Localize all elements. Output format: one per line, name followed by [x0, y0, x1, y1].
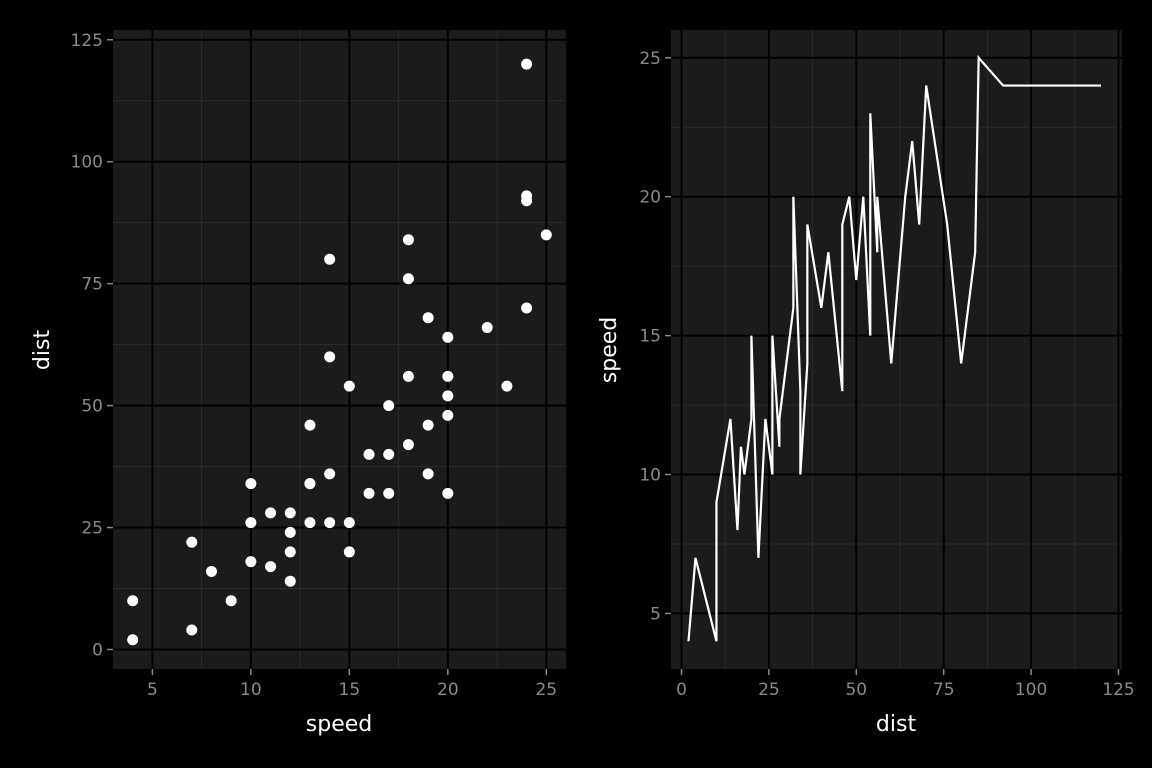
scatter-point [245, 517, 257, 529]
line-y-axis-title: speed [597, 317, 622, 383]
line-y-tick-label: 20 [639, 188, 661, 208]
scatter-point [363, 448, 375, 460]
line-axes: 0 25 50 75 100 125 5 10 15 20 25 [639, 49, 1134, 700]
scatter-point [304, 517, 316, 529]
line-x-tick-label: 50 [845, 680, 867, 700]
scatter-point [402, 234, 414, 246]
scatter-point [324, 517, 336, 529]
scatter-point [324, 351, 336, 363]
scatter-point [245, 478, 257, 490]
scatter-x-tick-label: 10 [240, 680, 262, 700]
line-x-tick-label: 75 [933, 680, 955, 700]
scatter-point [343, 546, 355, 558]
line-series [687, 54, 1102, 642]
scatter-point [265, 561, 277, 573]
scatter-point [442, 331, 454, 343]
scatter-point [521, 58, 533, 70]
scatter-point [422, 312, 434, 324]
scatter-y-axis-title: dist [30, 330, 55, 371]
scatter-point [284, 575, 296, 587]
scatter-point [442, 370, 454, 382]
scatter-point [127, 595, 139, 607]
scatter-x-tick-label: 15 [339, 680, 361, 700]
scatter-point [245, 556, 257, 568]
scatter-point [265, 507, 277, 519]
scatter-panel: speed dist 5 10 15 20 25 0 25 50 75 100 125 [30, 30, 566, 737]
scatter-point [225, 595, 237, 607]
line-grid [671, 30, 1122, 669]
scatter-x-tick-label: 5 [147, 680, 158, 700]
scatter-axes: 5 10 15 20 25 0 25 50 75 100 125 [71, 31, 558, 700]
line-x-tick-label: 25 [758, 680, 780, 700]
line-x-axis-title: dist [876, 712, 917, 737]
scatter-point [304, 478, 316, 490]
line-x-tick-label: 100 [1015, 680, 1047, 700]
scatter-point [402, 439, 414, 451]
scatter-point [383, 487, 395, 499]
scatter-point [422, 468, 434, 480]
line-y-tick-label: 25 [639, 49, 661, 69]
scatter-x-tick-label: 25 [535, 680, 557, 700]
scatter-point [521, 302, 533, 314]
line-y-tick-label: 5 [650, 604, 661, 624]
scatter-point [383, 448, 395, 460]
scatter-point [422, 419, 434, 431]
scatter-y-tick-label: 50 [81, 397, 103, 417]
scatter-point [284, 507, 296, 519]
scatter-point [186, 536, 198, 548]
scatter-point [442, 409, 454, 421]
line-marks [687, 54, 1102, 642]
scatter-point [205, 565, 217, 577]
line-y-tick-label: 10 [639, 466, 661, 486]
scatter-panel-background [113, 30, 566, 669]
scatter-point [383, 400, 395, 412]
scatter-point [540, 229, 552, 241]
scatter-y-tick-label: 100 [71, 153, 103, 173]
scatter-point [363, 487, 375, 499]
scatter-point [521, 190, 533, 202]
line-y-tick-label: 15 [639, 327, 661, 347]
scatter-point [402, 273, 414, 285]
line-x-tick-label: 125 [1102, 680, 1134, 700]
scatter-point [186, 624, 198, 636]
scatter-point [127, 634, 139, 646]
scatter-y-tick-label: 25 [81, 519, 103, 539]
scatter-marks [127, 58, 552, 646]
scatter-point [284, 526, 296, 538]
scatter-point [442, 487, 454, 499]
scatter-point [343, 517, 355, 529]
scatter-point [284, 546, 296, 558]
line-panel-background [671, 30, 1122, 669]
scatter-point [304, 419, 316, 431]
scatter-x-tick-label: 20 [437, 680, 459, 700]
scatter-point [481, 322, 493, 334]
scatter-point [324, 253, 336, 265]
scatter-point [324, 468, 336, 480]
scatter-point [442, 390, 454, 402]
scatter-point [343, 380, 355, 392]
scatter-point [501, 380, 513, 392]
line-panel: dist speed 0 25 50 75 100 125 5 10 15 20 25 [597, 30, 1135, 737]
scatter-y-tick-label: 0 [92, 640, 103, 660]
scatter-y-tick-label: 75 [81, 275, 103, 295]
scatter-point [402, 370, 414, 382]
scatter-y-tick-label: 125 [71, 31, 103, 51]
scatter-x-axis-title: speed [306, 712, 372, 737]
line-x-tick-label: 0 [676, 680, 687, 700]
